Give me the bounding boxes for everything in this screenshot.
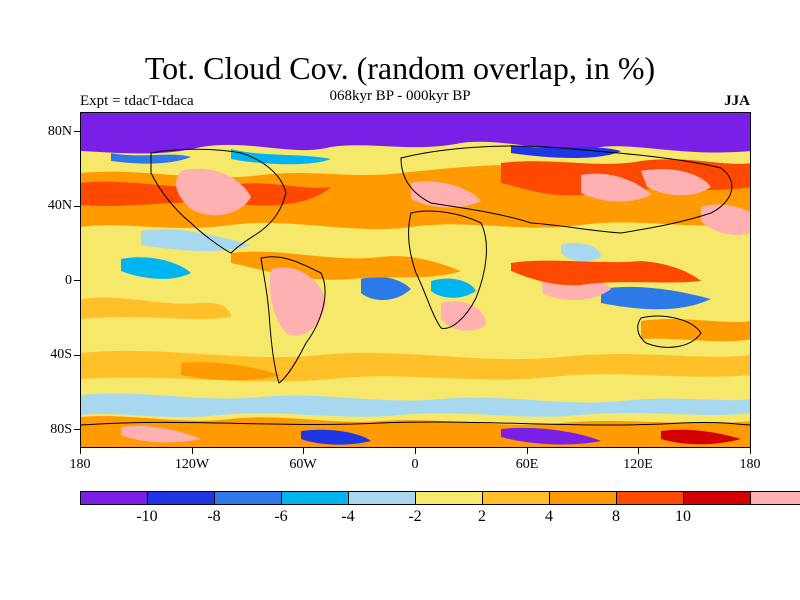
antarctic-negative	[501, 427, 601, 445]
australia-outline	[637, 315, 702, 348]
figure-subtitle: 068kyr BP - 000kyr BP	[329, 88, 471, 104]
legend-label: -10	[136, 508, 158, 525]
lon-label: 180	[739, 457, 761, 472]
legend-color-box	[282, 492, 349, 504]
lat-tick	[74, 429, 80, 430]
lon-label: 0	[411, 457, 419, 472]
lon-label: 60E	[515, 457, 539, 472]
map-panel	[80, 112, 751, 448]
eurasia-outline	[400, 145, 733, 234]
lon-label: 120E	[623, 457, 653, 472]
lon-tick	[303, 448, 304, 454]
lon-tick	[415, 448, 416, 454]
legend-label: 8	[612, 508, 620, 525]
legend-color-box	[148, 492, 215, 504]
tropical-negative	[431, 278, 476, 298]
coastlines	[81, 145, 750, 426]
legend-label: -8	[207, 508, 221, 525]
lat-label: 40N	[47, 198, 72, 213]
lat-label: 0	[65, 273, 72, 288]
legend-label: 2	[478, 508, 486, 525]
negative-patch	[231, 149, 331, 165]
lat-label: 40S	[50, 347, 72, 362]
legend-color-box	[416, 492, 483, 504]
legend-color-box	[684, 492, 751, 504]
lat-tick	[74, 206, 80, 207]
southern-band	[181, 362, 281, 381]
legend-color-box	[617, 492, 684, 504]
north-america-positive	[176, 168, 251, 216]
antarctic-positive	[661, 429, 741, 445]
lon-tick	[80, 448, 81, 454]
lat-label: 80S	[50, 422, 72, 437]
experiment-label: Expt = tdacT-tdaca	[80, 93, 194, 109]
negative-patch	[511, 145, 621, 158]
south-america-positive	[269, 267, 326, 336]
legend-color-box	[215, 492, 282, 504]
legend-color-box	[349, 492, 416, 504]
lon-tick	[638, 448, 639, 454]
africa-outline	[408, 210, 487, 329]
arctic-negative-band	[81, 113, 750, 154]
tropical-negative	[361, 276, 411, 301]
antarctic-positive	[121, 425, 201, 443]
asia-positive	[641, 168, 711, 196]
tropical-negative	[141, 229, 251, 252]
figure-title: Tot. Cloud Cov. (random overlap, in %)	[144, 50, 656, 86]
legend-label: 10	[675, 508, 691, 525]
legend-color-box	[751, 492, 800, 504]
legend-label: -6	[274, 508, 288, 525]
legend-color-box	[550, 492, 617, 504]
antarctic-negative	[81, 393, 750, 417]
tropical-negative	[121, 257, 191, 279]
antarctic-negative	[301, 429, 371, 445]
south-america-outline	[260, 256, 326, 384]
season-label: JJA	[724, 93, 750, 109]
lon-label: 180	[69, 457, 91, 472]
legend-label: -4	[341, 508, 355, 525]
lon-tick	[750, 448, 751, 454]
lon-label: 60W	[289, 457, 317, 472]
lon-tick	[527, 448, 528, 454]
legend-color-box	[483, 492, 550, 504]
legend-label: 4	[545, 508, 553, 525]
lon-tick	[192, 448, 193, 454]
lon-label: 120W	[174, 457, 210, 472]
tropical-negative	[561, 242, 601, 262]
antarctica-outline	[81, 421, 750, 426]
lat-tick	[74, 280, 80, 281]
tropical-positive	[641, 319, 750, 342]
lat-tick	[74, 355, 80, 356]
cloud-cover-map	[81, 113, 750, 447]
tropical-positive	[81, 297, 231, 319]
color-legend-bar	[80, 491, 800, 505]
asia-positive	[581, 173, 651, 202]
tropical-positive	[511, 260, 701, 286]
legend-label: -2	[408, 508, 422, 525]
legend-color-box	[81, 492, 148, 504]
lat-tick	[74, 131, 80, 132]
north-america-outline	[150, 148, 287, 254]
lat-label: 80N	[47, 124, 72, 139]
maritime-continent-negative	[601, 286, 711, 310]
north-atlantic-positive	[411, 181, 481, 208]
